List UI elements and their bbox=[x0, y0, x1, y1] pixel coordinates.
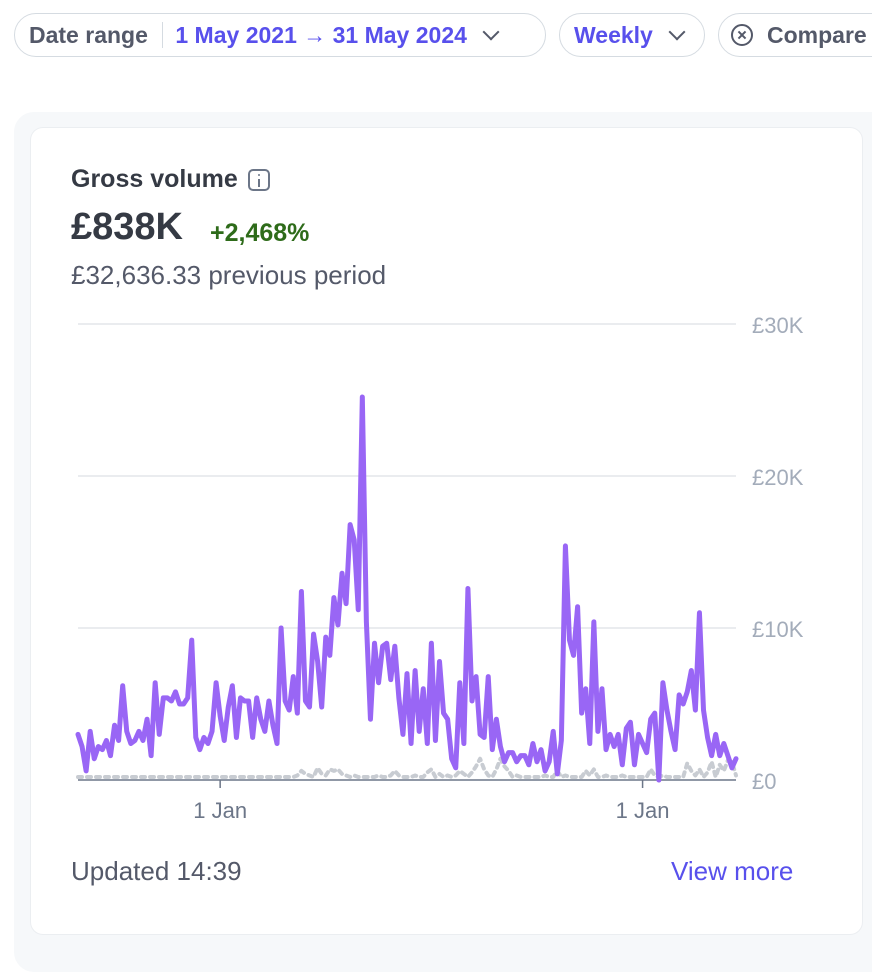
interval-value: Weekly bbox=[574, 21, 653, 48]
date-range-value: 1 May 2021 → 31 May 2024 bbox=[175, 21, 467, 48]
pill-divider bbox=[161, 22, 164, 48]
card-title: Gross volume bbox=[71, 165, 270, 194]
filter-bar: Date range 1 May 2021 → 31 May 2024 Week… bbox=[14, 13, 872, 59]
previous-period: £32,636.33 previous period bbox=[71, 260, 387, 290]
view-more-link[interactable]: View more bbox=[671, 856, 794, 886]
compare-filter[interactable]: Compare bbox=[718, 13, 872, 57]
close-circle-icon[interactable] bbox=[731, 24, 753, 46]
date-range-label: Date range bbox=[29, 21, 148, 48]
interval-select[interactable]: Weekly bbox=[559, 13, 705, 57]
compare-label: Compare bbox=[767, 21, 867, 48]
date-range-filter[interactable]: Date range 1 May 2021 → 31 May 2024 bbox=[14, 13, 546, 57]
card-title-text: Gross volume bbox=[71, 165, 238, 193]
updated-timestamp: Updated 14:39 bbox=[71, 856, 242, 886]
chevron-down-icon bbox=[668, 23, 686, 41]
metric-change: +2,468% bbox=[210, 219, 310, 247]
metric-value: £838K bbox=[71, 206, 183, 248]
info-icon[interactable] bbox=[247, 168, 270, 191]
chevron-down-icon bbox=[482, 23, 500, 41]
